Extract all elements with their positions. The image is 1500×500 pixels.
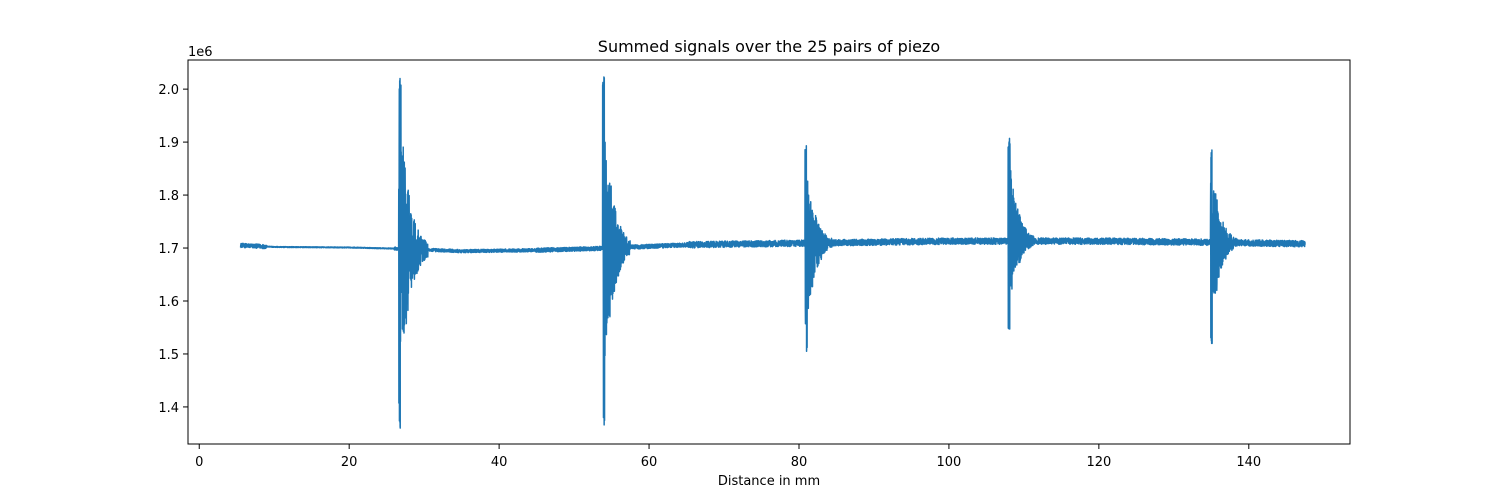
x-axis-label: Distance in mm bbox=[718, 474, 820, 489]
x-tick-label: 100 bbox=[937, 455, 962, 470]
x-tick-label: 0 bbox=[195, 455, 203, 470]
y-tick-label: 1.9 bbox=[158, 136, 179, 151]
chart-title: Summed signals over the 25 pairs of piez… bbox=[598, 37, 940, 56]
y-offset-label: 1e6 bbox=[188, 45, 213, 60]
axes-frame bbox=[187, 59, 1351, 445]
y-tick-label: 1.5 bbox=[158, 348, 179, 363]
y-tick-label: 2.0 bbox=[158, 83, 179, 98]
y-tick-label: 1.6 bbox=[158, 295, 179, 310]
x-axis: 0 20 40 60 80 100 120 140 bbox=[195, 444, 1261, 470]
x-tick-label: 60 bbox=[641, 455, 658, 470]
x-tick-label: 40 bbox=[491, 455, 508, 470]
y-axis: 1.4 1.5 1.6 1.7 1.8 1.9 2.0 bbox=[158, 83, 188, 416]
signal-line bbox=[239, 76, 1306, 429]
y-tick-label: 1.8 bbox=[158, 189, 179, 204]
x-tick-label: 140 bbox=[1236, 455, 1261, 470]
plot-area bbox=[239, 76, 1306, 429]
y-tick-label: 1.7 bbox=[158, 242, 179, 257]
x-tick-label: 120 bbox=[1086, 455, 1111, 470]
x-tick-label: 20 bbox=[341, 455, 358, 470]
y-tick-label: 1.4 bbox=[158, 401, 179, 416]
x-tick-label: 80 bbox=[791, 455, 808, 470]
